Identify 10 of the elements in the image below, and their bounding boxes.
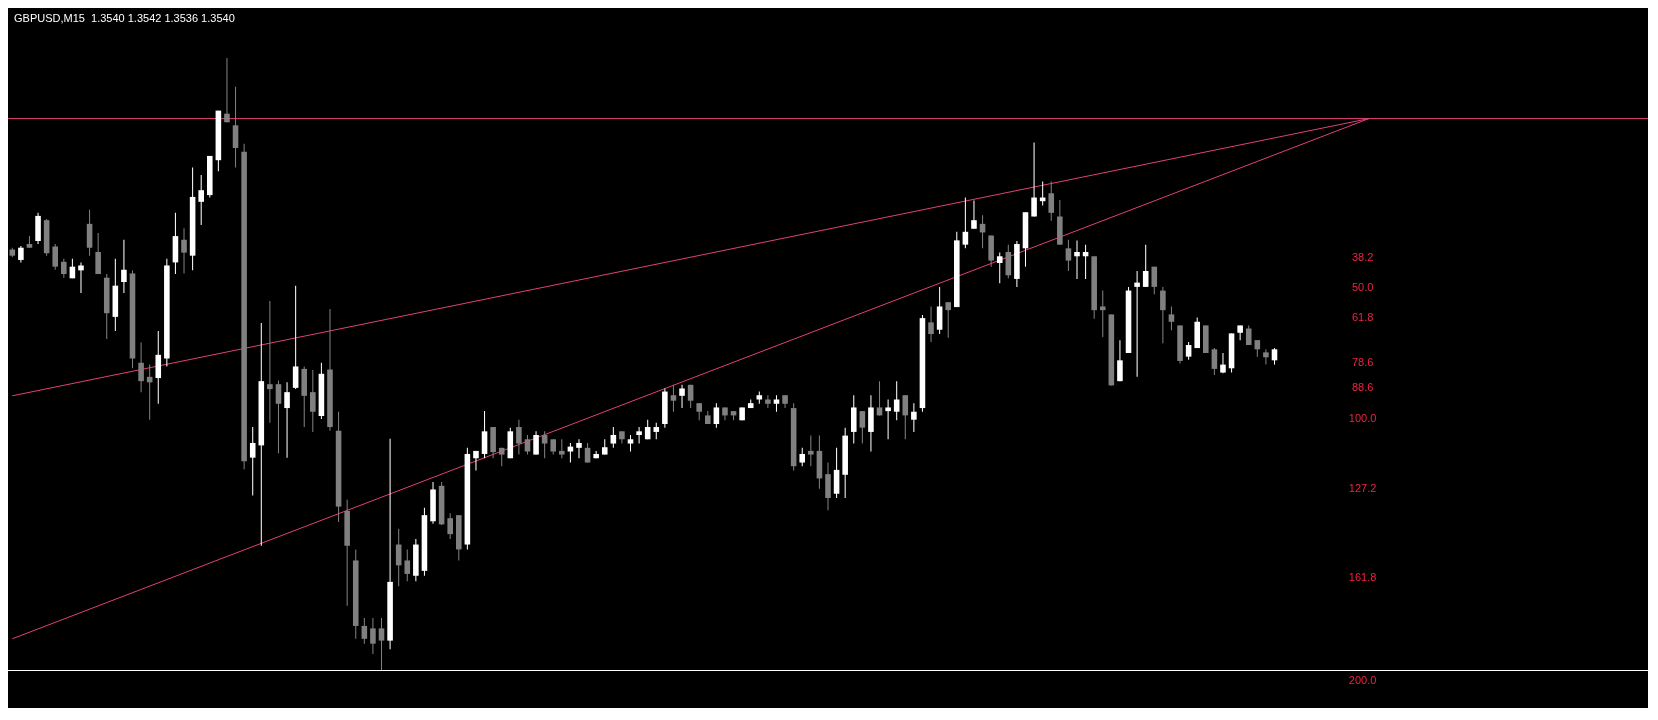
- annotation: 88.6: [1351, 381, 1374, 394]
- annotation: 127.2: [1348, 482, 1377, 495]
- annotation: 100.0: [1348, 412, 1377, 425]
- annotation: 161.8: [1348, 571, 1377, 584]
- annotation: 50.0: [1351, 280, 1374, 293]
- annotation: 61.8: [1351, 311, 1374, 324]
- text: GBPUSD,M15 1.3540 1.3542 1.3536 1.3540: [14, 11, 235, 24]
- annotation: 78.6: [1351, 355, 1374, 368]
- annotation: 38.2: [1351, 251, 1374, 264]
- text: 200.0: [1348, 673, 1377, 686]
